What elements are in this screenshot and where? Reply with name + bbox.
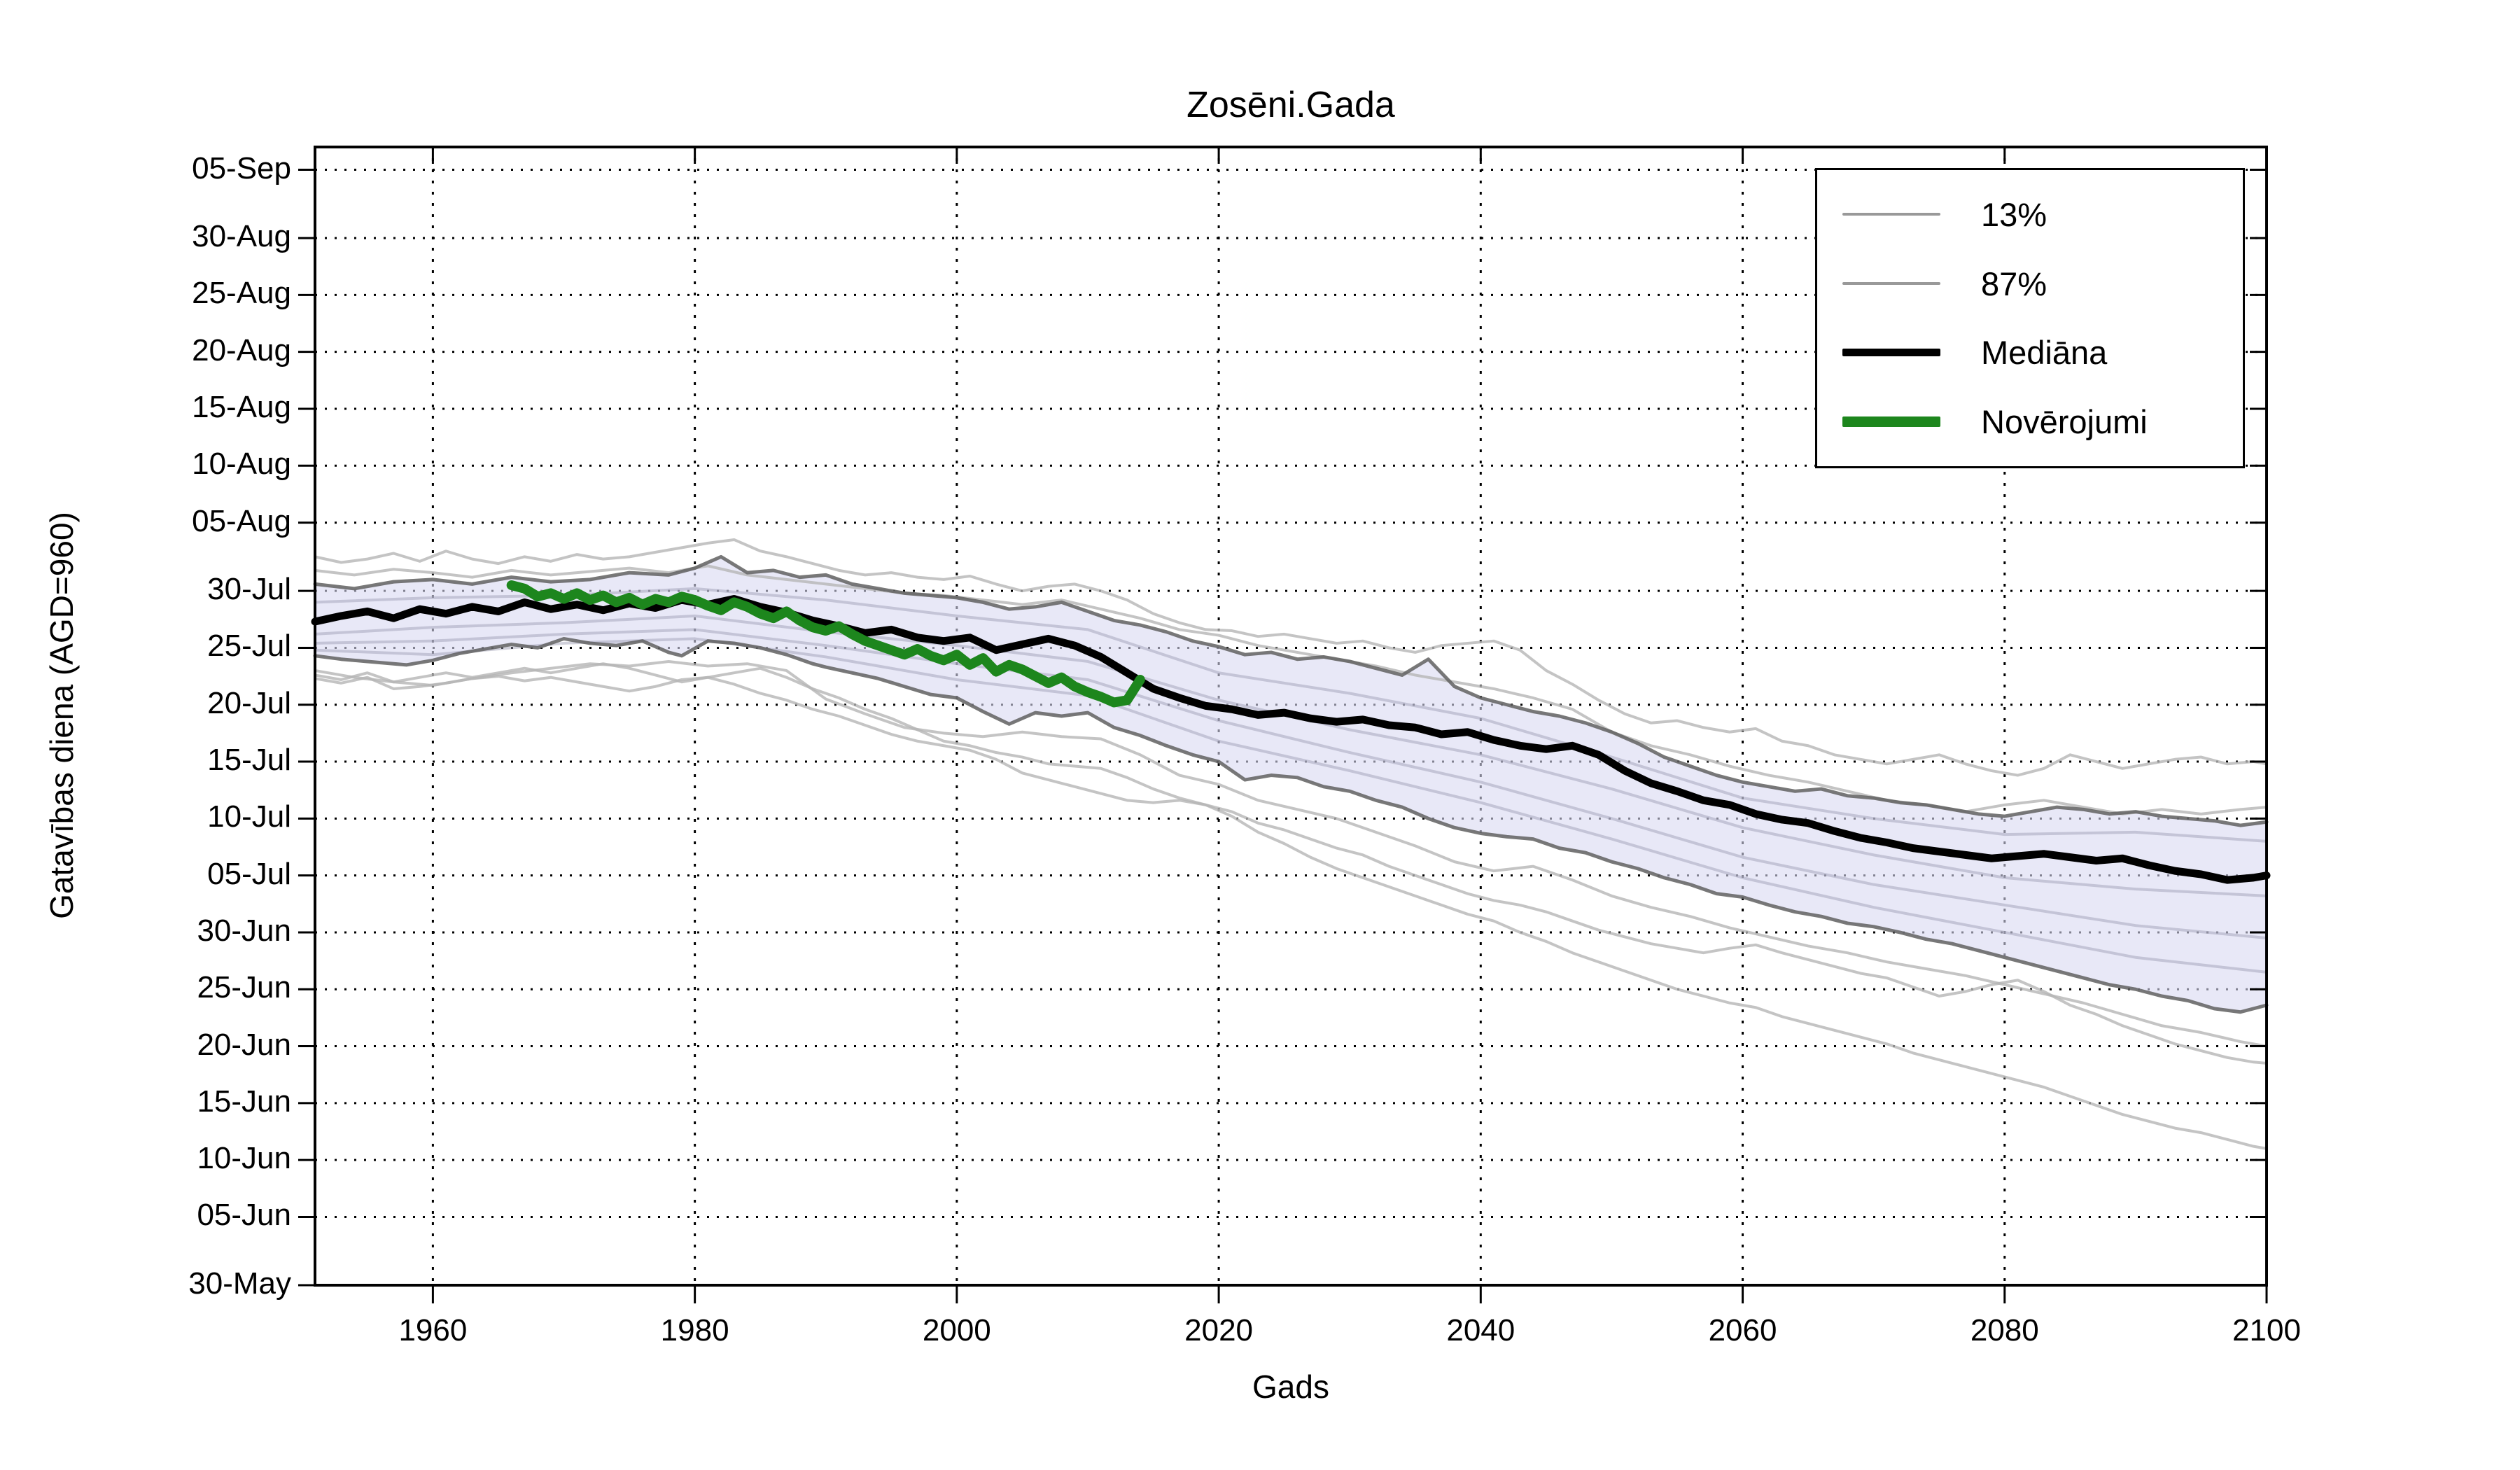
legend-item-noverojumi: Novērojumi xyxy=(1817,402,2243,441)
data-series xyxy=(311,538,2271,1150)
y-tick-label: 15-Aug xyxy=(192,389,291,424)
axes-spines-and-ticks xyxy=(298,146,2268,1303)
series-light_lower_3 xyxy=(314,675,2268,1150)
series-light_lower_1 xyxy=(314,659,2268,1048)
plot-border xyxy=(314,146,2268,1287)
y-tick-label: 10-Jul xyxy=(207,799,291,834)
y-tick-label: 30-Jul xyxy=(207,572,291,607)
uncertainty-band xyxy=(315,556,2267,1012)
legend-label: Novērojumi xyxy=(1981,403,2148,441)
x-tick-label: 2040 xyxy=(1446,1313,1516,1348)
y-tick-label: 25-Jul xyxy=(207,629,291,664)
y-tick-label: 05-Jul xyxy=(207,856,291,891)
legend-label: 13% xyxy=(1981,195,2047,233)
x-tick-label: 2100 xyxy=(2232,1313,2301,1348)
y-tick-label: 15-Jul xyxy=(207,743,291,778)
y-tick-label: 05-Aug xyxy=(192,503,291,538)
x-tick-label: 1980 xyxy=(660,1313,729,1348)
y-tick-label: 20-Aug xyxy=(192,332,291,368)
legend-label: 87% xyxy=(1981,265,2047,302)
series-percentile_13_band_edge xyxy=(313,636,2269,1014)
y-tick-label: 05-Jun xyxy=(197,1198,291,1233)
legend: 13% 87% Mediāna Novērojumi xyxy=(1815,168,2245,468)
legend-item-13pct: 13% xyxy=(1817,195,2243,234)
y-tick-label: 10-Aug xyxy=(192,447,291,482)
y-tick-label: 30-Aug xyxy=(192,219,291,254)
y-tick-label: 25-Jun xyxy=(197,970,291,1005)
y-tick-label: 30-May xyxy=(188,1266,291,1301)
series-light_lower_2 xyxy=(314,662,2268,1065)
legend-line-sample-noverojumi xyxy=(1842,416,1940,428)
y-tick-label: 15-Jun xyxy=(197,1084,291,1119)
legend-item-mediana: Mediāna xyxy=(1817,333,2243,372)
legend-item-87pct: 87% xyxy=(1817,265,2243,303)
series-inner_trace_1 xyxy=(314,587,2268,843)
series-percentile_87_band_edge xyxy=(313,554,2269,827)
x-tick-label: 2060 xyxy=(1708,1313,1777,1348)
legend-line-sample-mediana xyxy=(1842,349,1940,357)
legend-label: Mediāna xyxy=(1981,334,2108,372)
y-tick-label: 05-Sep xyxy=(192,150,291,186)
x-tick-label: 2000 xyxy=(922,1313,991,1348)
series-observations xyxy=(506,580,1145,708)
x-tick-label: 2080 xyxy=(1970,1313,2039,1348)
y-tick-label: 20-Jun xyxy=(197,1027,291,1062)
band-fill-13-87 xyxy=(315,556,2267,1012)
legend-line-sample-13pct xyxy=(1842,213,1940,216)
x-axis-label: Gads xyxy=(1252,1368,1329,1405)
y-tick-label: 20-Jul xyxy=(207,685,291,720)
x-tick-label: 2020 xyxy=(1184,1313,1254,1348)
series-inner_trace_3 xyxy=(314,628,2268,940)
y-tick-label: 30-Jun xyxy=(197,913,291,948)
y-tick-label: 10-Jun xyxy=(197,1141,291,1176)
legend-line-sample-87pct xyxy=(1842,282,1940,286)
series-light_upper_1 xyxy=(314,538,2268,777)
y-tick-label: 25-Aug xyxy=(192,276,291,311)
chart-title: Zosēni.Gada xyxy=(1186,85,1395,125)
x-tick-label: 1960 xyxy=(398,1313,468,1348)
series-inner_trace_4 xyxy=(314,637,2268,974)
